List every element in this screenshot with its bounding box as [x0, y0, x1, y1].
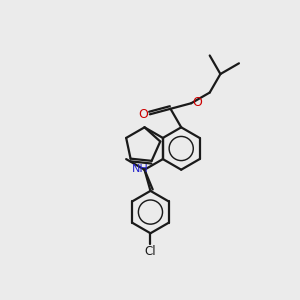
Text: NH: NH — [131, 164, 148, 175]
Text: O: O — [192, 96, 202, 109]
Text: Cl: Cl — [145, 245, 156, 258]
Text: O: O — [139, 108, 148, 121]
